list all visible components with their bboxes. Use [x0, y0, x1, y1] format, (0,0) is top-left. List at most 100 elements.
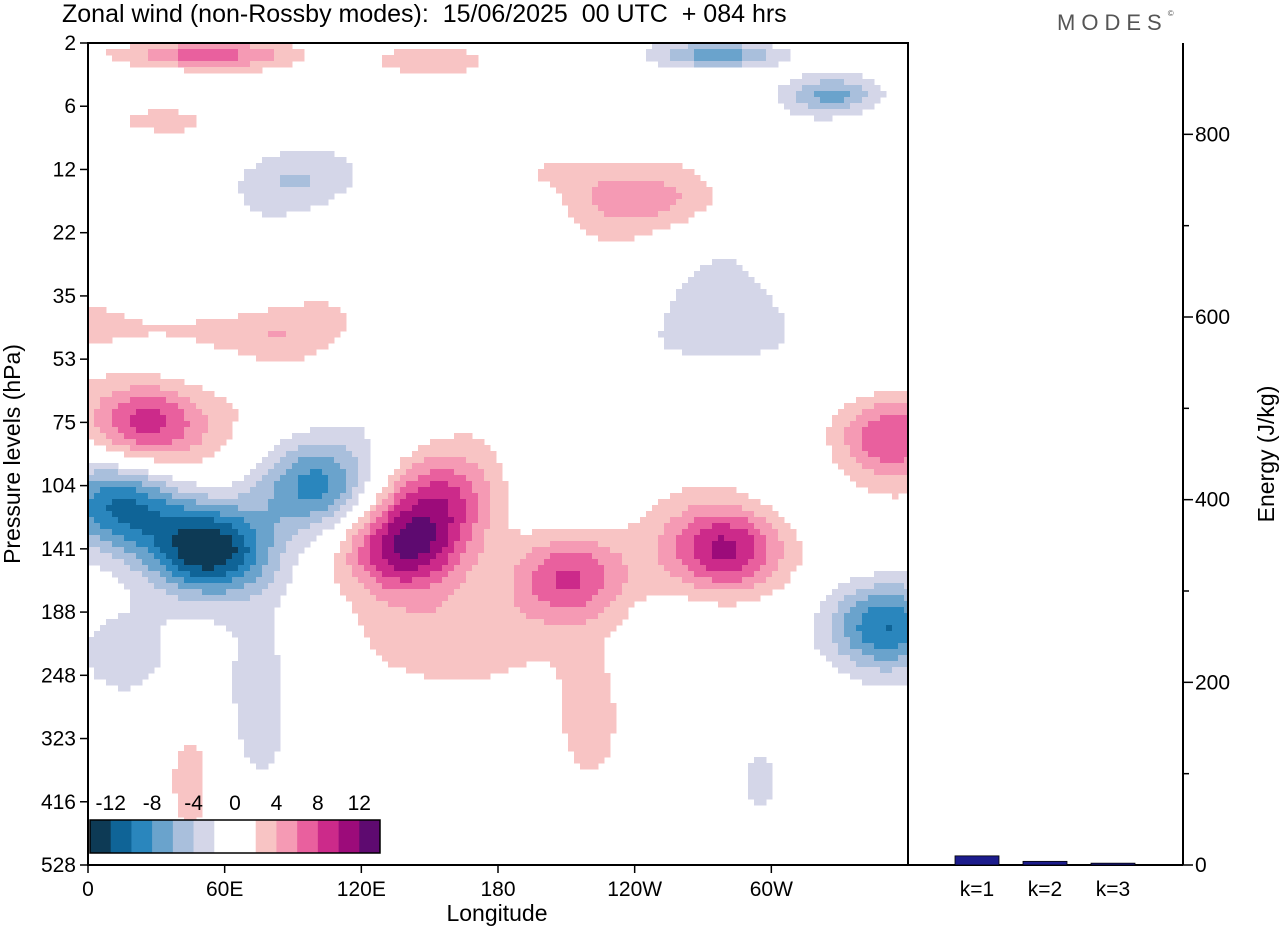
contour-cell	[574, 211, 581, 218]
contour-cell	[160, 619, 167, 626]
contour-cell	[106, 421, 113, 428]
contour-cell	[460, 589, 467, 596]
contour-cell	[484, 643, 491, 650]
contour-cell	[592, 163, 599, 170]
contour-cell	[358, 481, 365, 488]
contour-cell	[574, 655, 581, 662]
contour-cell	[478, 481, 485, 488]
contour-cell	[322, 493, 329, 500]
contour-cell	[628, 529, 635, 536]
contour-cell	[130, 379, 137, 386]
contour-cell	[586, 571, 593, 578]
contour-cell	[244, 613, 251, 620]
contour-cell	[682, 331, 689, 338]
contour-cell	[646, 565, 653, 572]
contour-cell	[220, 55, 227, 62]
contour-cell	[862, 91, 869, 98]
contour-cell	[766, 295, 773, 302]
contour-cell	[376, 589, 383, 596]
contour-cell	[160, 115, 167, 122]
contour-cell	[178, 517, 185, 524]
contour-cell	[622, 607, 629, 614]
contour-cell	[262, 169, 269, 176]
contour-cell	[610, 607, 617, 614]
contour-cell	[274, 337, 281, 344]
contour-cell	[646, 217, 653, 224]
contour-cell	[166, 115, 173, 122]
contour-cell	[880, 643, 887, 650]
contour-cell	[190, 493, 197, 500]
contour-cell	[274, 199, 281, 206]
contour-cell	[862, 667, 869, 674]
contour-cell	[430, 643, 437, 650]
contour-cell	[364, 613, 371, 620]
contour-cell	[274, 571, 281, 578]
contour-cell	[412, 523, 419, 530]
contour-cell	[448, 481, 455, 488]
contour-cell	[664, 169, 671, 176]
contour-cell	[724, 295, 731, 302]
contour-cell	[388, 499, 395, 506]
contour-cell	[892, 463, 899, 470]
contour-cell	[376, 559, 383, 566]
contour-cell	[226, 583, 233, 590]
contour-cell	[256, 469, 263, 476]
contour-cell	[574, 631, 581, 638]
contour-cell	[574, 541, 581, 548]
contour-cell	[172, 433, 179, 440]
contour-cell	[886, 583, 893, 590]
contour-cell	[712, 271, 719, 278]
contour-cell	[286, 151, 293, 158]
contour-cell	[682, 193, 689, 200]
contour-cell	[676, 163, 683, 170]
contour-cell	[394, 541, 401, 548]
contour-cell	[472, 571, 479, 578]
contour-cell	[880, 445, 887, 452]
contour-cell	[340, 589, 347, 596]
contour-cell	[172, 109, 179, 116]
contour-cell	[430, 523, 437, 530]
contour-cell	[220, 601, 227, 608]
contour-cell	[838, 433, 845, 440]
contour-cell	[190, 529, 197, 536]
contour-cell	[280, 163, 287, 170]
contour-cell	[154, 499, 161, 506]
contour-cell	[826, 649, 833, 656]
contour-cell	[316, 151, 323, 158]
contour-cell	[292, 481, 299, 488]
contour-cell	[196, 607, 203, 614]
contour-cell	[580, 613, 587, 620]
contour-cell	[904, 421, 908, 428]
contour-cell	[148, 385, 155, 392]
contour-cell	[406, 457, 413, 464]
contour-cell	[574, 565, 581, 572]
contour-cell	[802, 103, 809, 110]
contour-cell	[106, 565, 113, 572]
contour-cell	[328, 463, 335, 470]
contour-cell	[352, 607, 359, 614]
contour-cell	[790, 553, 797, 560]
contour-cell	[622, 547, 629, 554]
contour-cell	[598, 223, 605, 230]
contour-cell	[376, 601, 383, 608]
contour-cell	[322, 157, 329, 164]
contour-cell	[196, 451, 203, 458]
contour-cell	[748, 529, 755, 536]
contour-cell	[136, 403, 143, 410]
contour-cell	[838, 655, 845, 662]
contour-cell	[442, 601, 449, 608]
contour-cell	[256, 355, 263, 362]
contour-cell	[340, 325, 347, 332]
contour-cell	[478, 535, 485, 542]
contour-cell	[658, 571, 665, 578]
contour-cell	[430, 493, 437, 500]
contour-cell	[394, 589, 401, 596]
contour-cell	[586, 661, 593, 668]
contour-cell	[586, 667, 593, 674]
contour-cell	[844, 91, 851, 98]
contour-cell	[712, 349, 719, 356]
contour-cell	[184, 559, 191, 566]
contour-cell	[214, 613, 221, 620]
contour-cell	[376, 607, 383, 614]
contour-cell	[490, 577, 497, 584]
